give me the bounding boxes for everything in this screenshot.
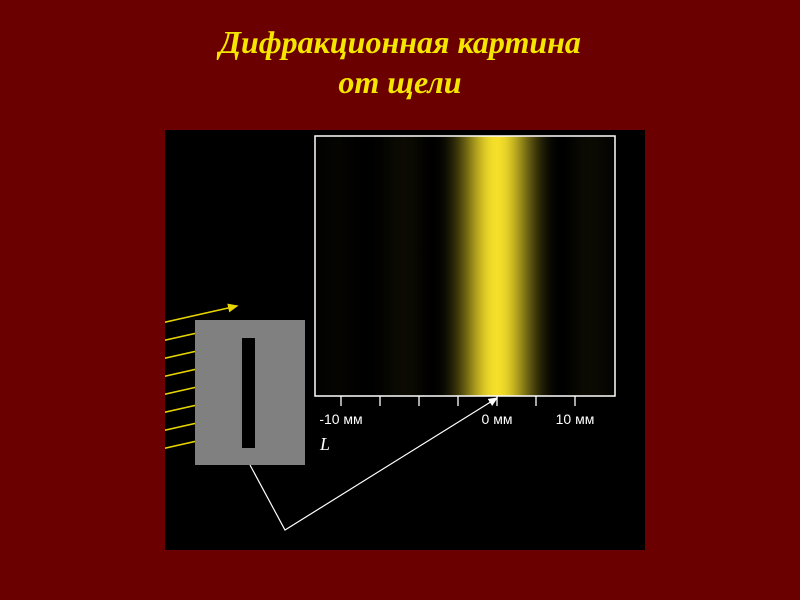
- svg-text:10 мм: 10 мм: [556, 411, 595, 427]
- title-line-2: от щели: [0, 62, 800, 102]
- diffraction-diagram: -10 мм 0 мм 10 мм L: [165, 130, 645, 550]
- svg-text:-10 мм: -10 мм: [319, 411, 362, 427]
- svg-text:0 мм: 0 мм: [482, 411, 513, 427]
- slide-title: Дифракционная картина от щели: [0, 0, 800, 102]
- title-line-1: Дифракционная картина: [0, 22, 800, 62]
- svg-text:L: L: [319, 434, 330, 454]
- diagram-svg: -10 мм 0 мм 10 мм L: [165, 130, 645, 550]
